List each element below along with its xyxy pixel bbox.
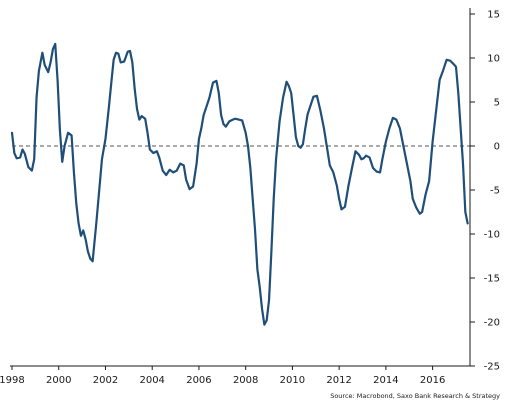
x-axis-ticks: 1998 2000 2002 2004 2006 2008 2010 2012 2014 2016 xyxy=(0,366,445,386)
y-tick-label: -25 xyxy=(484,362,500,373)
source-note: Source: Macrobond, Saxo Bank Research & … xyxy=(330,392,500,400)
series-line xyxy=(10,42,469,326)
y-axis: 15 10 5 0 -5 -10 -15 -20 -25 xyxy=(469,8,500,373)
x-tick-label: 2002 xyxy=(93,375,118,386)
x-tick-label: 2006 xyxy=(186,375,211,386)
x-tick-label: 2014 xyxy=(373,375,398,386)
x-tick-label: 1998 xyxy=(0,375,25,386)
y-tick-label: -15 xyxy=(484,274,500,285)
x-tick-label: 2000 xyxy=(46,375,71,386)
y-tick-label: 10 xyxy=(487,54,500,65)
plot-area xyxy=(10,42,470,326)
y-tick-label: -10 xyxy=(484,230,500,241)
y-tick-label: 0 xyxy=(494,142,500,153)
x-tick-label: 2016 xyxy=(420,375,445,386)
x-tick-label: 2012 xyxy=(326,375,351,386)
y-tick-label: -5 xyxy=(490,186,500,197)
y-tick-label: -20 xyxy=(484,318,500,329)
y-tick-label: 15 xyxy=(487,10,500,21)
y-tick-label: 5 xyxy=(494,98,500,109)
y-axis-ticks: 15 10 5 0 -5 -10 -15 -20 -25 xyxy=(470,10,500,373)
x-tick-label: 2008 xyxy=(233,375,258,386)
x-tick-label: 2010 xyxy=(280,375,305,386)
x-tick-label: 2004 xyxy=(139,375,164,386)
x-axis: 1998 2000 2002 2004 2006 2008 2010 2012 2014 2016 xyxy=(0,365,470,386)
